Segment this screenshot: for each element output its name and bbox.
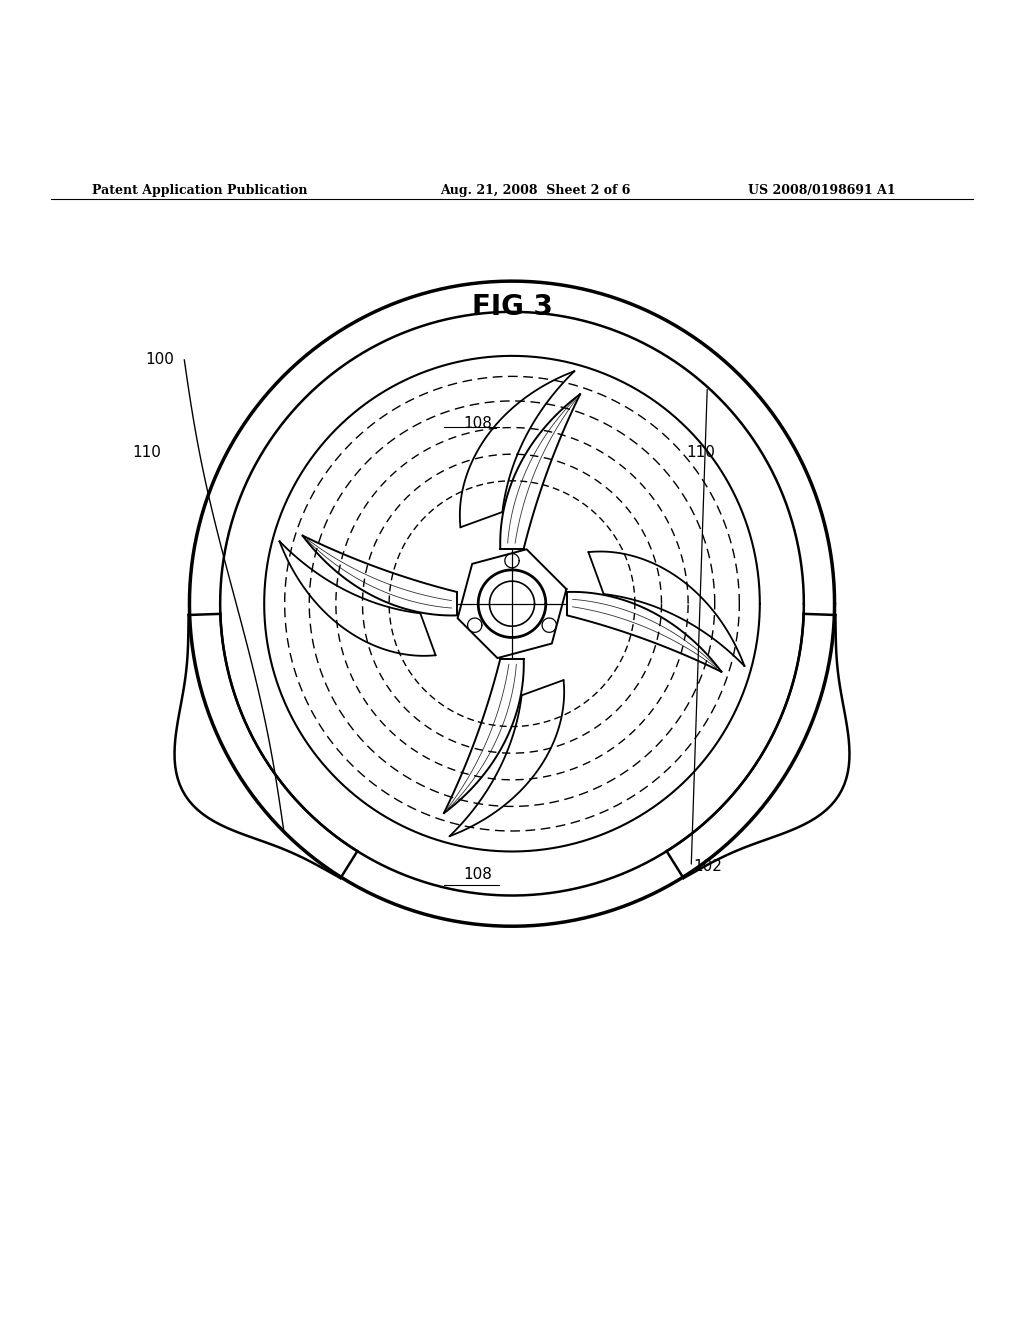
- Text: Patent Application Publication: Patent Application Publication: [92, 183, 307, 197]
- Text: 108: 108: [464, 416, 493, 432]
- Text: 100: 100: [145, 352, 174, 367]
- Text: 110: 110: [686, 445, 715, 459]
- Text: 102: 102: [693, 859, 722, 874]
- Text: Aug. 21, 2008  Sheet 2 of 6: Aug. 21, 2008 Sheet 2 of 6: [440, 183, 631, 197]
- Text: 108: 108: [464, 867, 493, 882]
- Text: US 2008/0198691 A1: US 2008/0198691 A1: [748, 183, 895, 197]
- Text: FIG 3: FIG 3: [472, 293, 552, 321]
- Text: 110: 110: [132, 445, 161, 459]
